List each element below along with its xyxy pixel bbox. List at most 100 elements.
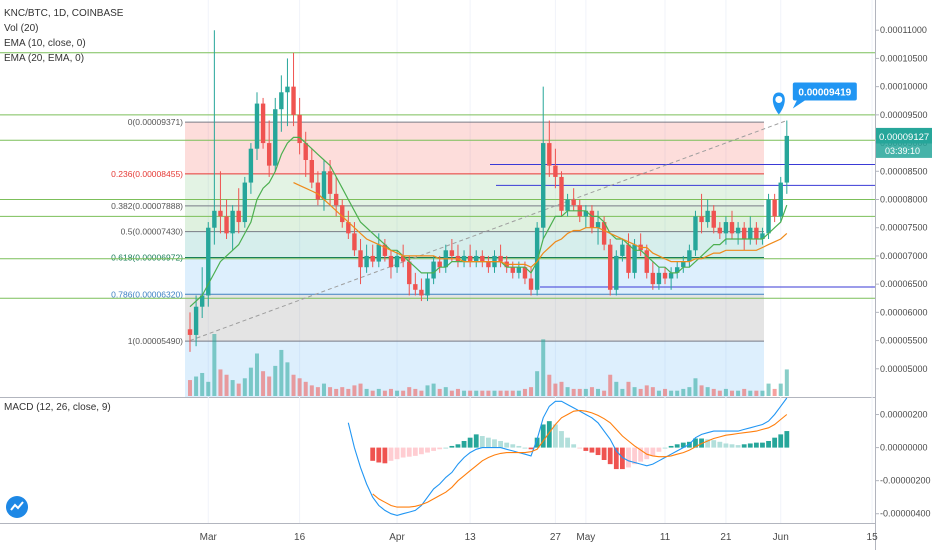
macd-histogram-bar: [638, 447, 644, 462]
macd-histogram-bar: [577, 447, 583, 449]
macd-line: [347, 397, 788, 516]
candle-body: [346, 222, 351, 234]
candle-body: [382, 244, 388, 256]
volume-bar: [693, 378, 698, 396]
candle-body: [340, 205, 345, 223]
volume-bar: [321, 383, 326, 396]
fib-zone: [185, 173, 764, 206]
candle-body: [735, 227, 741, 234]
candle-body: [419, 289, 424, 296]
candle-body: [376, 244, 381, 262]
candle-body: [425, 278, 430, 296]
volume-bar: [723, 388, 728, 396]
candle-body: [193, 306, 199, 335]
volume-bar: [315, 387, 320, 396]
candle-body: [693, 216, 698, 251]
candle-body: [589, 210, 595, 228]
candle-body: [784, 135, 790, 183]
candle-body: [394, 255, 400, 268]
candle-body: [352, 233, 357, 251]
macd-histogram-bar: [741, 444, 747, 448]
volume-bar: [663, 388, 668, 396]
candle-body: [522, 267, 528, 279]
candle-body: [230, 210, 235, 234]
macd-histogram-bar: [595, 447, 601, 456]
legend-ema10[interactable]: EMA (10, close, 0): [4, 38, 86, 49]
price-callout-pointer: [792, 100, 805, 109]
volume-bar: [675, 390, 680, 396]
macd-histogram-bar: [626, 447, 631, 468]
candle-body: [242, 182, 248, 223]
volume-bar: [236, 383, 241, 396]
volume-bar: [504, 390, 509, 396]
map-pin-icon: [772, 92, 785, 115]
tradingview-logo-icon[interactable]: [6, 496, 28, 518]
volume-bar: [449, 390, 454, 396]
macd-histogram-bar: [693, 438, 698, 448]
volume-bar: [425, 385, 430, 396]
macd-histogram-bar: [607, 447, 613, 465]
candle-body: [431, 261, 436, 279]
volume-bar: [468, 390, 473, 396]
macd-histogram-bar: [425, 447, 430, 453]
candle-body: [662, 272, 668, 279]
volume-bar: [778, 383, 783, 396]
fib-zone: [185, 257, 764, 295]
fib-zone: [185, 205, 764, 232]
volume-bar: [407, 387, 412, 396]
volume-bar: [559, 381, 564, 396]
candle-body: [199, 295, 205, 307]
candle-body: [668, 272, 674, 279]
candle-body: [297, 114, 302, 144]
price-axis-label: 0.00005500: [880, 336, 928, 346]
time-axis-label: 15: [867, 532, 879, 543]
macd-histogram-bar: [674, 444, 680, 448]
legend-ema20[interactable]: EMA (20, EMA, 0): [4, 53, 85, 64]
macd-histogram-bar: [571, 444, 577, 448]
macd-histogram-bar: [504, 442, 510, 448]
volume-bar: [766, 383, 771, 396]
volume-bar: [589, 387, 594, 396]
volume-bar: [382, 390, 387, 396]
volume-bar: [583, 388, 588, 396]
macd-histogram-bar: [376, 447, 382, 463]
macd-histogram-bar: [406, 447, 412, 457]
macd-axis-label: -0.00000200: [880, 476, 931, 486]
volume-bar: [711, 388, 716, 396]
macd-histogram-bar: [516, 445, 522, 448]
volume-bar: [730, 390, 735, 396]
macd-histogram-bar: [632, 447, 637, 465]
candle-body: [601, 222, 607, 245]
volume-bar: [632, 387, 637, 396]
macd-histogram-bar: [766, 440, 771, 448]
time-axis-label: 27: [550, 532, 562, 543]
volume-bar: [261, 371, 266, 396]
candle-body: [285, 86, 290, 93]
macd-histogram-bar: [479, 436, 485, 448]
countdown-tag: [876, 143, 932, 158]
candle-body: [559, 176, 564, 211]
volume-bar: [413, 388, 418, 396]
macd-histogram-bar: [656, 447, 662, 452]
candle-body: [528, 278, 534, 290]
legend-volume[interactable]: Vol (20): [4, 23, 39, 34]
macd-legend[interactable]: MACD (12, 26, close, 9): [4, 402, 111, 413]
time-axis-label: 21: [720, 532, 732, 543]
volume-bar: [279, 349, 284, 396]
candle-body: [437, 261, 442, 268]
candle-body: [650, 272, 656, 285]
volume-bar: [224, 374, 229, 396]
candle-body: [620, 244, 625, 256]
price-callout-label: 0.00009419: [798, 88, 851, 99]
candle-body: [480, 255, 485, 262]
price-axis-label: 0.00008000: [880, 195, 928, 205]
candle-body: [632, 244, 637, 273]
ema20-line: [293, 182, 788, 268]
fib-level-label: 1(0.00005490): [128, 336, 183, 346]
price-axis-label: 0.00008500: [880, 166, 928, 176]
candle-body: [486, 261, 491, 268]
macd-histogram-bar: [467, 437, 473, 448]
volume-bar: [200, 372, 205, 396]
